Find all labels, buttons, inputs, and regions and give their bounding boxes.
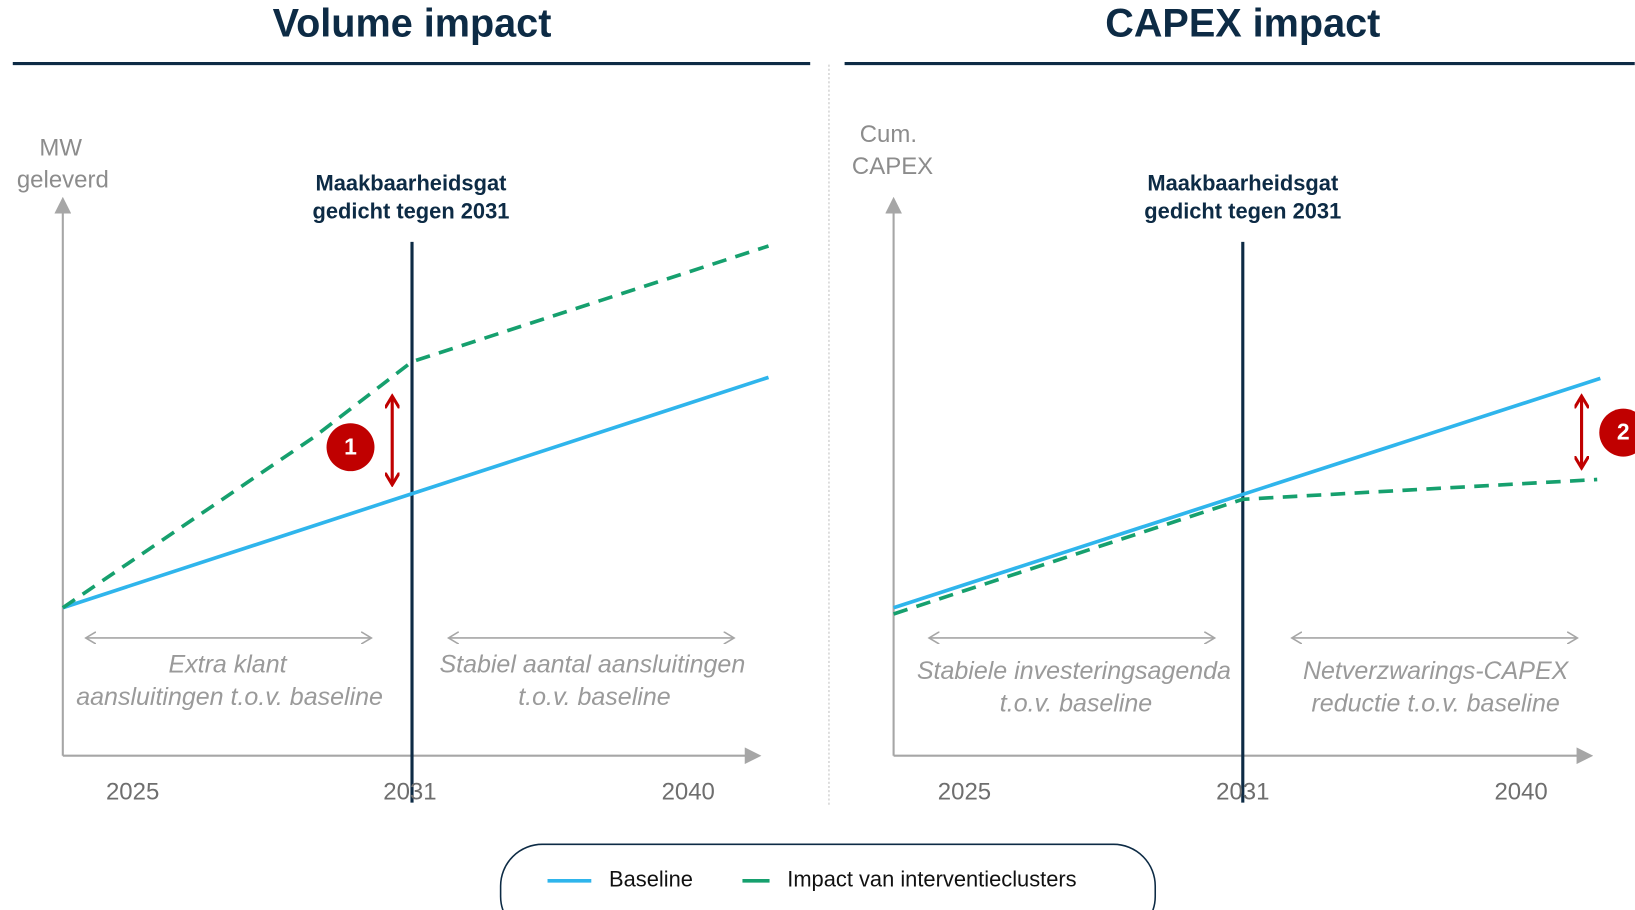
note: Stabiel aantal aansluitingen <box>439 651 745 679</box>
x-label: 2040 <box>1494 779 1547 806</box>
panel-volume: Volume impact MW geleverd Maakbaarheidsg… <box>12 2 811 806</box>
annotation: gedicht tegen 2031 <box>1144 198 1341 223</box>
panel-title: CAPEX impact <box>1105 2 1380 46</box>
x-label: 2031 <box>383 779 436 806</box>
x-label: 2025 <box>938 779 991 806</box>
note: Netverzwarings-CAPEX <box>1303 657 1570 685</box>
y-axis-label: MW <box>39 134 82 161</box>
panel-title: Volume impact <box>273 2 552 46</box>
note: t.o.v. baseline <box>1000 689 1152 717</box>
badge <box>1599 408 1635 457</box>
legend: Baseline Impact van interventieclusters <box>499 843 1157 910</box>
legend-box <box>499 843 1157 910</box>
y-axis-label: Cum. <box>860 121 917 148</box>
x-label: 2025 <box>106 779 159 806</box>
annotation: Maakbaarheidsgat <box>1147 170 1339 195</box>
note: t.o.v. baseline <box>518 683 670 711</box>
note: Extra klant <box>168 651 287 679</box>
x-label: 2031 <box>1216 779 1269 806</box>
badge-label: 2 <box>1617 419 1630 445</box>
note: Stabiele investeringsagenda <box>917 657 1231 685</box>
x-label: 2040 <box>662 779 715 806</box>
annotation: gedicht tegen 2031 <box>312 198 509 223</box>
impact-line <box>61 244 770 610</box>
baseline-line <box>893 376 1601 610</box>
baseline-line <box>62 375 770 610</box>
legend-label: Impact van interventieclusters <box>787 867 1076 892</box>
legend-label: Baseline <box>609 867 693 892</box>
annotation: Maakbaarheidsgat <box>316 170 508 195</box>
impact-line <box>893 477 1598 616</box>
note: aansluitingen t.o.v. baseline <box>76 683 383 711</box>
badge <box>326 423 375 472</box>
y-axis-label: geleverd <box>17 167 109 194</box>
y-axis-label: CAPEX <box>852 153 933 180</box>
badge-label: 1 <box>344 433 357 459</box>
panel-capex: CAPEX impact Cum. CAPEX Maakbaarheidsgat… <box>844 2 1635 806</box>
note: reductie t.o.v. baseline <box>1311 689 1559 717</box>
